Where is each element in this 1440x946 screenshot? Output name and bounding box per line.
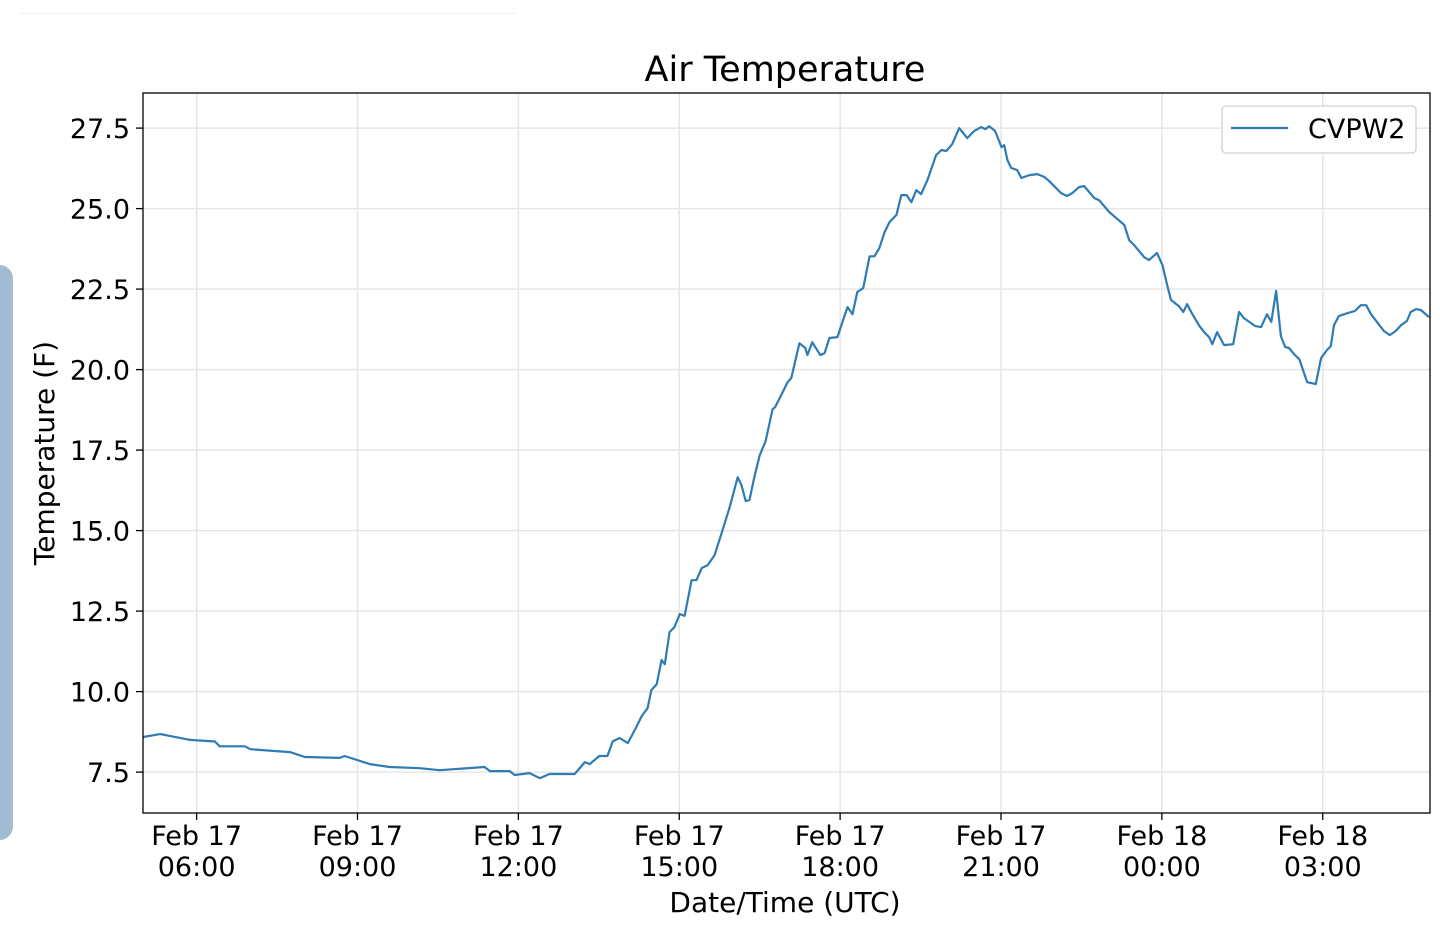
y-tick-label: 22.5	[70, 275, 130, 306]
x-tick-label: 21:00	[962, 852, 1040, 883]
y-tick-label: 17.5	[70, 436, 130, 467]
legend-label-cvpw2: CVPW2	[1308, 114, 1405, 145]
x-tick-label: Feb 18	[1277, 821, 1368, 852]
y-tick-label: 12.5	[70, 597, 130, 628]
y-tick-label: 15.0	[70, 517, 130, 548]
y-tick-label: 10.0	[70, 678, 130, 709]
x-tick-label: 03:00	[1284, 852, 1362, 883]
x-tick-label: 15:00	[640, 852, 718, 883]
x-tick-label: Feb 17	[795, 821, 886, 852]
x-tick-label: Feb 18	[1117, 821, 1208, 852]
y-tick-label: 20.0	[70, 356, 130, 387]
x-tick-label: 00:00	[1123, 852, 1201, 883]
grid-lines	[143, 93, 1430, 813]
y-axis-label: Temperature (F)	[28, 341, 61, 566]
x-tick-label: 06:00	[158, 852, 236, 883]
x-tick-label: 18:00	[801, 852, 879, 883]
x-tick-label: Feb 17	[151, 821, 242, 852]
x-tick-label: Feb 17	[312, 821, 403, 852]
side-panel-tab[interactable]	[0, 265, 13, 840]
legend-box	[1221, 105, 1417, 154]
y-tick-label: 7.5	[87, 758, 130, 789]
x-axis-label: Date/Time (UTC)	[669, 886, 900, 919]
x-tick-label: 12:00	[479, 852, 557, 883]
x-tick-label: Feb 17	[634, 821, 725, 852]
chart-title: Air Temperature	[645, 50, 926, 90]
y-tick-label: 27.5	[70, 114, 130, 145]
x-tick-label: 09:00	[319, 852, 397, 883]
y-tick-label: 25.0	[70, 195, 130, 226]
plot-frame	[142, 92, 1431, 814]
series-line-cvpw2	[142, 125, 1430, 780]
x-tick-label: Feb 17	[956, 821, 1047, 852]
top-divider	[20, 13, 515, 14]
x-tick-label: Feb 17	[473, 821, 564, 852]
legend: CVPW2	[1221, 105, 1417, 154]
axis-ticks: 7.5 10.0 12.5 15.0 17.5 20.0 22.5 25.0 27.5 Feb 1…	[70, 114, 1368, 883]
